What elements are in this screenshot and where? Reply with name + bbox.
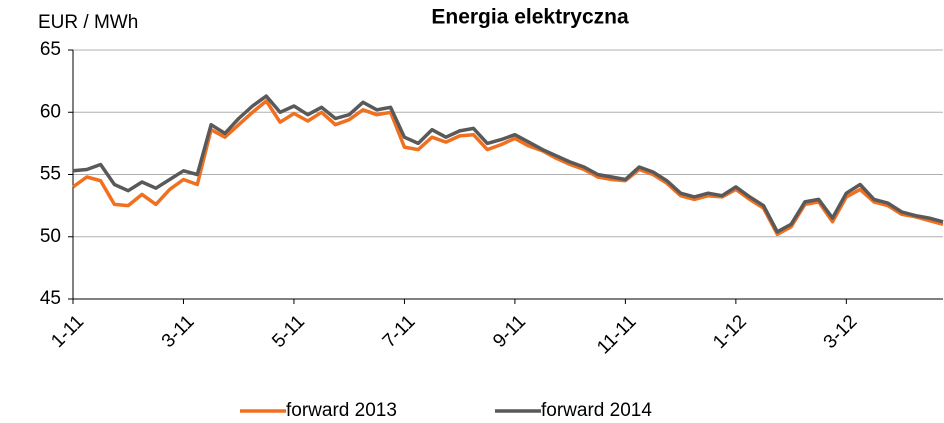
x-tick-label: 11-11 bbox=[593, 311, 640, 358]
y-tick-label: 45 bbox=[40, 288, 61, 309]
x-tick-label: 9-11 bbox=[489, 311, 530, 352]
y-tick-label: 65 bbox=[40, 39, 61, 60]
legend-label: forward 2013 bbox=[286, 400, 397, 421]
x-tick-label: 5-11 bbox=[268, 311, 309, 352]
x-tick-label: 1-12 bbox=[709, 311, 751, 353]
line bbox=[72, 94, 944, 234]
legend-label: forward 2014 bbox=[541, 400, 652, 421]
x-tick-label: 7-11 bbox=[379, 311, 420, 352]
y-tick-label: 55 bbox=[40, 164, 61, 185]
chart-title: Energia elektryczna bbox=[431, 6, 629, 29]
y-axis-label: EUR / MWh bbox=[38, 12, 138, 33]
line bbox=[71, 99, 944, 237]
x-tick-label: 1-11 bbox=[47, 311, 88, 352]
x-tick-label: 3-12 bbox=[820, 311, 862, 353]
y-tick-label: 60 bbox=[40, 101, 61, 122]
x-tick-label: 3-11 bbox=[158, 311, 199, 352]
y-tick-label: 50 bbox=[40, 226, 61, 247]
